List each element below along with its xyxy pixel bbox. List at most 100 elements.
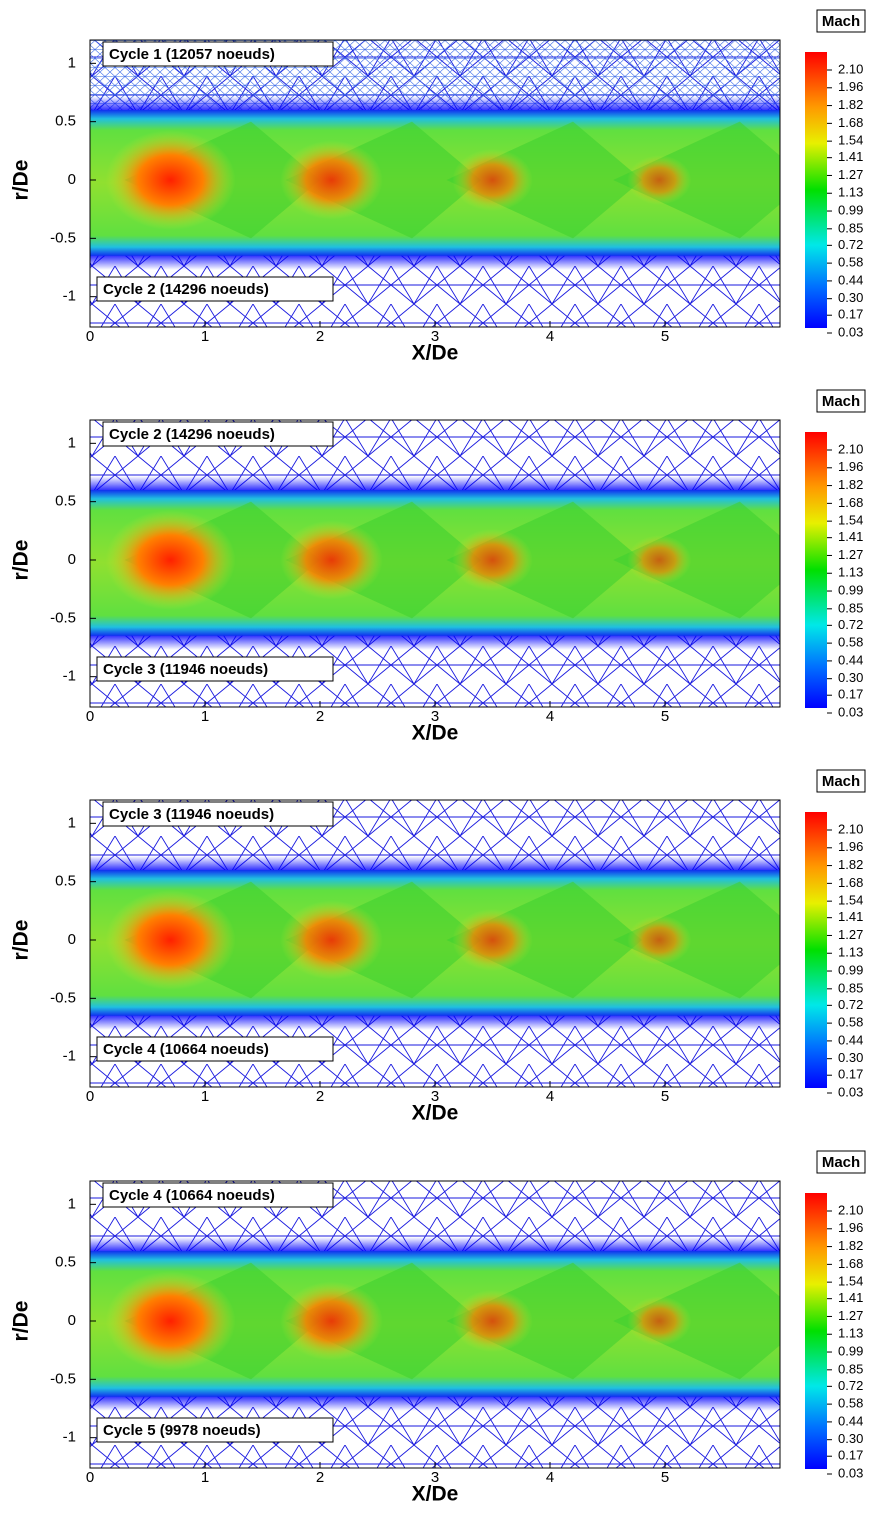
- annotation: Cycle 3 (11946 noeuds): [103, 661, 268, 678]
- colorbar-label: 0.99: [838, 202, 863, 217]
- x-tick-label: 1: [201, 328, 209, 345]
- colorbar: [805, 812, 827, 1088]
- hot-spot: [627, 535, 692, 585]
- colorbar-title: Mach: [822, 773, 860, 790]
- y-tick-label: 1: [68, 1195, 76, 1212]
- colorbar-label: 1.13: [838, 1326, 863, 1341]
- shock-cell: [285, 1262, 481, 1380]
- x-tick-label: 2: [316, 1088, 324, 1105]
- panel: 0 1 2 3 4 5 -1 -0.5 0 0.5 1 X/De r/De Cycle 4 (10664 …: [10, 1150, 866, 1506]
- colorbar-label: 1.96: [838, 1220, 863, 1235]
- annotation-box: [96, 1036, 334, 1062]
- y-tick-label: -0.5: [50, 229, 76, 246]
- annotation: Cycle 2 (14296 noeuds): [109, 426, 275, 443]
- colorbar-label: 1.82: [838, 1238, 863, 1253]
- colorbar-label: 0.58: [838, 1396, 863, 1411]
- y-tick-label: 1: [68, 814, 76, 831]
- x-tick-label: 2: [316, 328, 324, 345]
- colorbar-title-box: [816, 9, 866, 33]
- colorbar-title-box: [816, 1150, 866, 1174]
- colorbar-label: 1.54: [838, 513, 863, 528]
- colorbar-label: 0.99: [838, 582, 863, 597]
- hot-spot: [280, 900, 383, 980]
- colorbar-label: 0.85: [838, 980, 863, 995]
- colorbar-label: 1.54: [838, 1274, 863, 1289]
- hot-spot: [105, 130, 236, 230]
- shock-cell: [446, 121, 642, 239]
- colorbar-label: 0.03: [838, 1465, 863, 1480]
- colorbar-label: 0.03: [838, 704, 863, 719]
- colorbar-label: 1.54: [838, 893, 863, 908]
- colorbar-label: 0.99: [838, 1343, 863, 1358]
- y-tick-label: -0.5: [50, 609, 76, 626]
- x-tick-label: 1: [201, 708, 209, 725]
- colorbar-label: 1.54: [838, 133, 863, 148]
- y-tick-label: -1: [63, 288, 76, 305]
- colorbar-label: 1.41: [838, 1290, 863, 1305]
- colorbar-title-box: [816, 389, 866, 413]
- colorbar-label: 2.10: [838, 441, 863, 456]
- y-tick-label: 0: [68, 931, 76, 948]
- y-tick-label: 0.5: [55, 113, 76, 130]
- y-tick-label: 1: [68, 54, 76, 71]
- colorbar-label: 0.72: [838, 237, 863, 252]
- x-tick-label: 4: [546, 708, 554, 725]
- colorbar: [805, 1193, 827, 1469]
- x-axis-label: X/De: [412, 1102, 459, 1125]
- x-tick-label: 5: [661, 1469, 669, 1486]
- colorbar-label: 0.44: [838, 1413, 863, 1428]
- colorbar-label: 1.27: [838, 927, 863, 942]
- shock-cell: [285, 121, 481, 239]
- y-tick-label: -1: [63, 1429, 76, 1446]
- colorbar-label: 2.10: [838, 61, 863, 76]
- colorbar-label: 1.41: [838, 529, 863, 544]
- shock-cell: [613, 881, 780, 999]
- colorbar-label: 0.58: [838, 1015, 863, 1030]
- y-tick-label: 0.5: [55, 493, 76, 510]
- hot-spot: [105, 890, 236, 990]
- y-tick-label: -1: [63, 1048, 76, 1065]
- field: [90, 420, 780, 707]
- x-tick-label: 3: [431, 1469, 439, 1486]
- annotation-box: [96, 656, 334, 682]
- annotation-box: [96, 1417, 334, 1443]
- x-tick-label: 5: [661, 1088, 669, 1105]
- x-tick-label: 5: [661, 328, 669, 345]
- y-axis-label: r/De: [10, 1301, 33, 1342]
- y-tick-label: 0: [68, 551, 76, 568]
- colorbar-label: 1.27: [838, 167, 863, 182]
- colorbar-label: 1.27: [838, 547, 863, 562]
- x-axis-label: X/De: [412, 722, 459, 745]
- colorbar-label: 0.30: [838, 290, 863, 305]
- colorbar: [805, 432, 827, 708]
- shock-cell: [613, 1262, 780, 1380]
- colorbar-label: 1.41: [838, 909, 863, 924]
- hot-spot: [452, 528, 533, 592]
- y-axis-label: r/De: [10, 540, 33, 581]
- colorbar-label: 1.96: [838, 79, 863, 94]
- x-tick-label: 2: [316, 708, 324, 725]
- y-tick-label: 1: [68, 434, 76, 451]
- colorbar-label: 0.99: [838, 962, 863, 977]
- colorbar-label: 0.30: [838, 1431, 863, 1446]
- hot-spot: [280, 520, 383, 600]
- colorbar-label: 0.44: [838, 1032, 863, 1047]
- colorbar-label: 1.13: [838, 185, 863, 200]
- annotation: Cycle 2 (14296 noeuds): [103, 281, 269, 298]
- field: [90, 800, 780, 1087]
- colorbar-label: 2.10: [838, 821, 863, 836]
- y-tick-label: 0: [68, 171, 76, 188]
- y-axis-label: r/De: [10, 920, 33, 961]
- colorbar-label: 0.85: [838, 1361, 863, 1376]
- colorbar-label: 1.41: [838, 149, 863, 164]
- y-axis-label: r/De: [10, 160, 33, 201]
- colorbar-label: 0.17: [838, 1067, 863, 1082]
- colorbar-label: 1.82: [838, 857, 863, 872]
- colorbar-label: 1.27: [838, 1308, 863, 1323]
- x-tick-label: 3: [431, 708, 439, 725]
- panel: 0 1 2 3 4 5 -1 -0.5 0 0.5 1 X/De r/De Cycle 1 (12057 …: [10, 9, 866, 365]
- annotation: Cycle 5 (9978 noeuds): [103, 1422, 261, 1439]
- x-tick-label: 0: [86, 328, 94, 345]
- colorbar-label: 1.96: [838, 839, 863, 854]
